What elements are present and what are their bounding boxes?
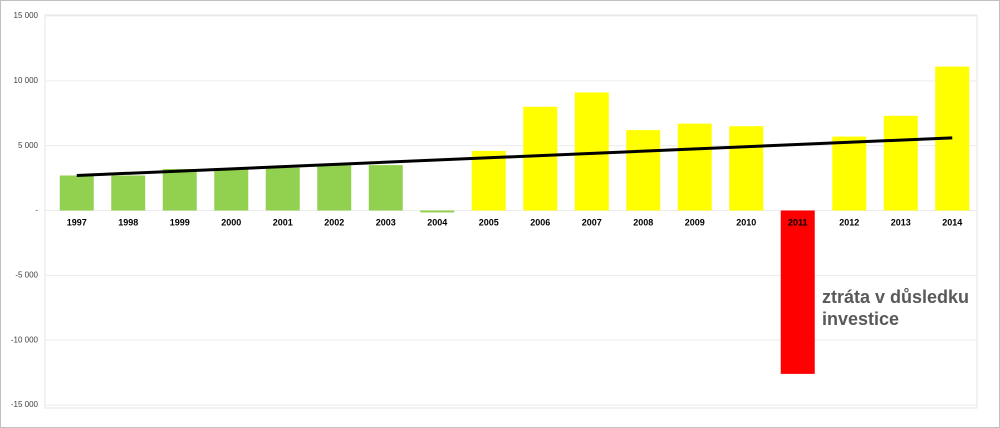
bar — [780, 210, 815, 374]
bar — [471, 150, 506, 211]
marks: 1997 1998 1999 2000 2001 2002 2003 2004 2005 2006… — [59, 66, 970, 374]
annotation: ztráta v důsledku — [822, 287, 969, 307]
bar — [265, 167, 300, 211]
y-tick-label: 15 000 — [14, 11, 39, 20]
x-tick-label: 2013 — [891, 217, 911, 227]
annotation: investice — [822, 309, 899, 329]
x-tick-label: 2012 — [839, 217, 859, 227]
x-tick-label: 2002 — [324, 217, 344, 227]
y-tick-label: -10 000 — [11, 335, 39, 344]
x-tick-label: 1997 — [67, 217, 87, 227]
bar — [317, 165, 352, 211]
x-tick-label: 2010 — [736, 217, 756, 227]
x-tick-label: 2014 — [942, 217, 962, 227]
y-tick-label: 5 000 — [18, 141, 39, 150]
bar — [59, 175, 94, 211]
x-tick-label: 2001 — [273, 217, 293, 227]
x-tick-label: 2004 — [427, 217, 447, 227]
trendline — [76, 136, 953, 177]
y-tick-label: -15 000 — [11, 400, 39, 409]
bar — [626, 130, 661, 211]
bar — [214, 169, 249, 211]
x-tick-label: 1998 — [118, 217, 138, 227]
bar — [111, 175, 146, 211]
x-tick-label: 2008 — [633, 217, 653, 227]
bar — [677, 123, 712, 211]
bar — [420, 210, 455, 213]
x-tick-label: 2011 — [788, 217, 808, 227]
x-tick-label: 2005 — [479, 217, 499, 227]
x-tick-label: 2000 — [221, 217, 241, 227]
x-tick-label: 2006 — [530, 217, 550, 227]
x-tick-label: 2009 — [685, 217, 705, 227]
bar — [162, 169, 197, 211]
bar — [832, 136, 867, 211]
bar — [368, 165, 403, 211]
x-tick-label: 2003 — [376, 217, 396, 227]
y-tick-label: - — [35, 206, 38, 215]
bar — [523, 106, 558, 211]
y-tick-label: 10 000 — [14, 76, 39, 85]
bar — [883, 115, 918, 211]
x-tick-label: 2007 — [582, 217, 602, 227]
bar — [729, 126, 764, 211]
x-tick-label: 1999 — [170, 217, 190, 227]
y-tick-label: -5 000 — [15, 270, 38, 279]
plot-area — [44, 14, 978, 409]
